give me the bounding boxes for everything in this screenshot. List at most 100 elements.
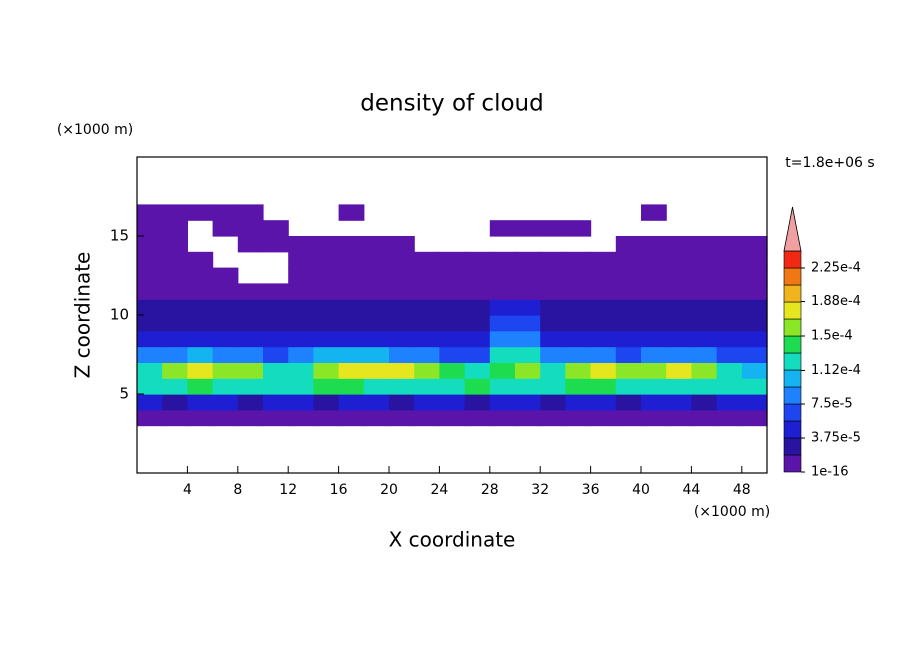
field-cell — [464, 251, 491, 269]
field-cell — [288, 394, 314, 411]
field-cell — [590, 346, 617, 363]
field-cell — [540, 283, 566, 300]
field-cell — [464, 315, 491, 332]
field-cell — [489, 330, 516, 348]
field-cell — [439, 330, 466, 348]
field-cell — [137, 394, 163, 411]
field-cell — [464, 362, 491, 379]
field-cell — [565, 346, 592, 363]
field-cell — [162, 409, 188, 427]
field-cell — [313, 315, 340, 332]
field-cell — [414, 251, 440, 269]
field-cell — [389, 362, 415, 379]
field-cell — [237, 330, 264, 348]
field-cell — [615, 299, 642, 316]
x-tick-label: 24 — [430, 482, 448, 498]
field-cell — [212, 315, 239, 332]
field-cell — [389, 378, 415, 395]
field-cell — [162, 236, 188, 253]
field-cell — [187, 251, 214, 269]
field-cell — [741, 409, 768, 427]
colorbar-box — [783, 284, 802, 303]
field-cell — [263, 315, 289, 332]
field-cell — [439, 267, 466, 284]
field-cell — [666, 409, 692, 427]
field-cell — [414, 315, 440, 332]
field-cell — [288, 330, 314, 348]
field-cell — [641, 204, 667, 221]
colorbar-box — [783, 420, 802, 439]
field-cell — [540, 362, 566, 379]
colorbar-box — [783, 403, 802, 422]
field-cell — [691, 330, 718, 348]
field-cell — [540, 346, 566, 363]
field-cell — [666, 346, 692, 363]
colorbar-tick-label: 1.5e-4 — [811, 329, 853, 344]
colorbar-box — [783, 335, 802, 354]
field-cell — [263, 330, 289, 348]
field-cell — [288, 315, 314, 332]
field-cell — [414, 409, 440, 427]
field-cell — [137, 409, 163, 427]
field-cell — [237, 362, 264, 379]
y-axis-title: Z coordinate — [71, 252, 95, 379]
field-cell — [691, 283, 718, 300]
field-cell — [489, 267, 516, 284]
field-cell — [237, 409, 264, 427]
field-cell — [615, 394, 642, 411]
field-cell — [489, 315, 516, 332]
field-cell — [489, 299, 516, 316]
field-cell — [590, 330, 617, 348]
field-cell — [162, 220, 188, 237]
field-cell — [565, 220, 592, 237]
field-cell — [263, 346, 289, 363]
field-cell — [338, 283, 365, 300]
field-cell — [666, 315, 692, 332]
field-cell — [716, 299, 743, 316]
field-cell — [162, 362, 188, 379]
field-cell — [464, 283, 491, 300]
y-unit-label: (×1000 m) — [57, 122, 133, 138]
field-cell — [187, 283, 214, 300]
field-cell — [439, 283, 466, 300]
field-cell — [641, 315, 667, 332]
field-cell — [666, 251, 692, 269]
field-cell — [288, 283, 314, 300]
field-cell — [439, 378, 466, 395]
field-cell — [741, 378, 768, 395]
field-cell — [338, 236, 365, 253]
field-cell — [162, 251, 188, 269]
time-label: t=1.8e+06 s — [785, 155, 874, 171]
field-cell — [716, 283, 743, 300]
field-cell — [414, 362, 440, 379]
field-cell — [489, 409, 516, 427]
colorbar-box — [783, 386, 802, 405]
field-cell — [263, 378, 289, 395]
x-tick-label: 8 — [233, 482, 242, 498]
field-cell — [137, 220, 163, 237]
x-unit-label: (×1000 m) — [694, 504, 770, 520]
field-cell — [263, 362, 289, 379]
field-cell — [338, 378, 365, 395]
field-cell — [137, 299, 163, 316]
field-cell — [515, 409, 541, 427]
field-cell — [540, 267, 566, 284]
field-cell — [716, 236, 743, 253]
field-cell — [137, 204, 163, 221]
x-tick-label: 20 — [380, 482, 398, 498]
field-cell — [338, 267, 365, 284]
field-cell — [187, 346, 214, 363]
chart-title: density of cloud — [360, 91, 543, 117]
field-cell — [338, 299, 365, 316]
field-cell — [615, 315, 642, 332]
field-cell — [363, 346, 390, 363]
field-cell — [338, 394, 365, 411]
field-cell — [489, 362, 516, 379]
field-cell — [212, 362, 239, 379]
field-cell — [313, 251, 340, 269]
field-cell — [263, 299, 289, 316]
field-cell — [741, 267, 768, 284]
colorbar-box — [783, 369, 802, 388]
field-cell — [389, 315, 415, 332]
field-cell — [540, 315, 566, 332]
